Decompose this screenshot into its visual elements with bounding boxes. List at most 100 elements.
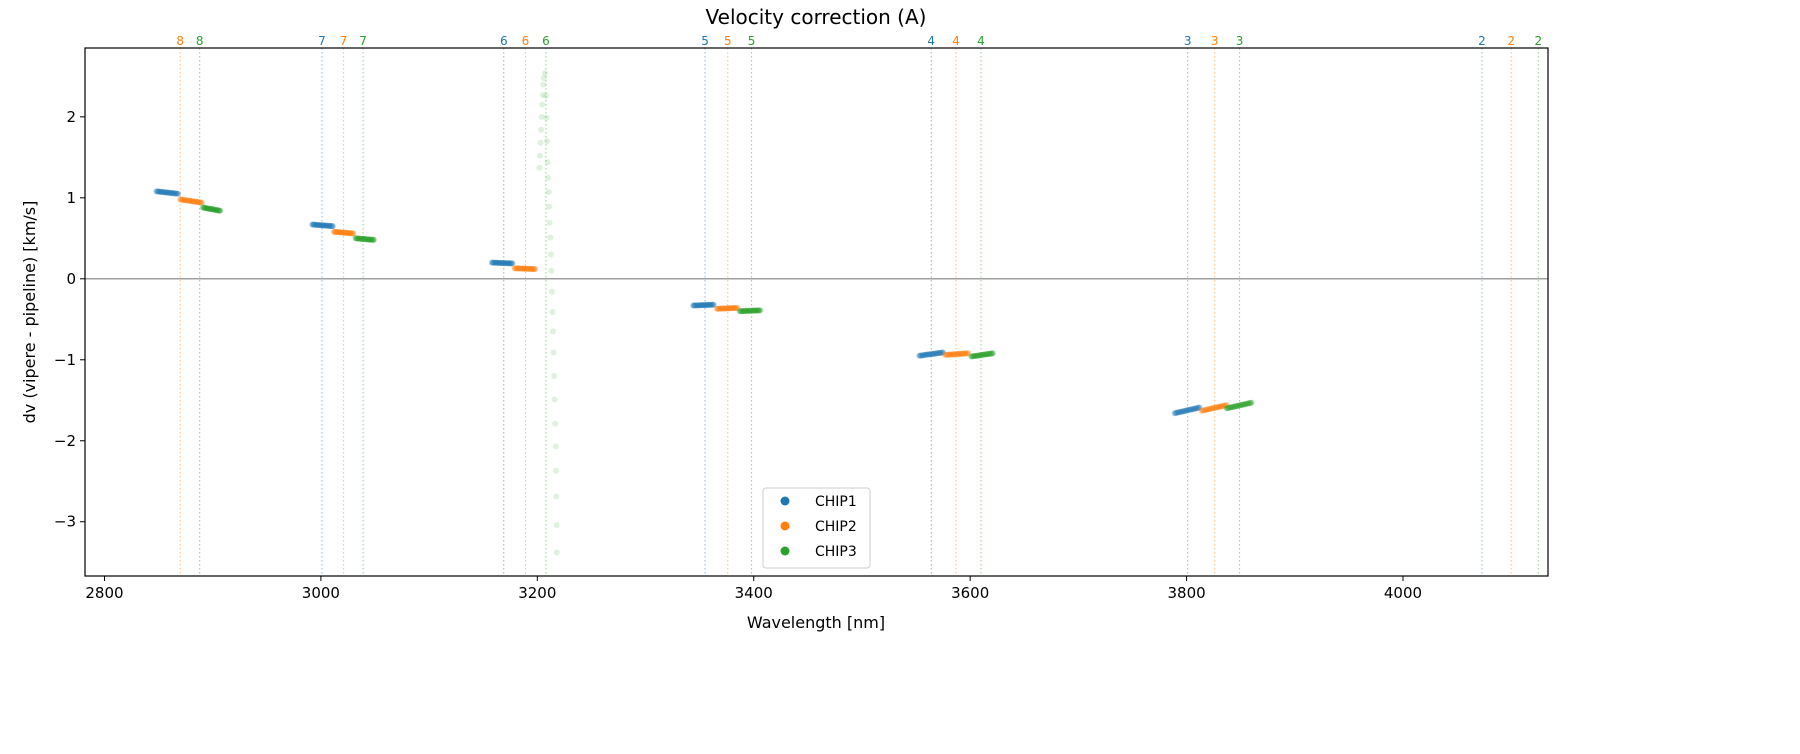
data-point xyxy=(732,305,739,312)
data-point xyxy=(532,266,539,273)
data-point xyxy=(919,352,926,359)
data-point xyxy=(1193,405,1200,412)
data-point xyxy=(531,266,538,273)
data-point xyxy=(935,350,942,357)
data-point xyxy=(1219,403,1226,410)
data-point xyxy=(939,349,946,356)
data-point xyxy=(1201,407,1208,414)
data-point xyxy=(948,351,955,358)
y-tick-label: 1 xyxy=(66,189,76,207)
x-tick-label: 4000 xyxy=(1384,584,1422,602)
data-point xyxy=(210,206,217,213)
data-point xyxy=(1217,403,1224,410)
data-point xyxy=(974,352,981,359)
data-point xyxy=(172,190,179,197)
data-point xyxy=(971,353,978,359)
data-point xyxy=(505,260,512,267)
data-point xyxy=(492,259,499,266)
data-point xyxy=(338,229,345,236)
data-point xyxy=(720,305,727,312)
data-point xyxy=(330,228,337,235)
data-point xyxy=(938,349,945,356)
data-point xyxy=(184,197,191,204)
data-point xyxy=(749,307,756,314)
data-point xyxy=(364,236,371,243)
data-point xyxy=(512,265,519,272)
data-point xyxy=(744,307,751,314)
data-point xyxy=(1218,403,1225,410)
data-point xyxy=(217,207,224,214)
data-point xyxy=(317,222,324,229)
data-point xyxy=(501,260,508,267)
order-label: 8 xyxy=(196,34,204,48)
data-point xyxy=(1185,407,1192,414)
data-point xyxy=(755,307,762,314)
legend-marker-chip1 xyxy=(780,496,790,506)
data-point xyxy=(529,265,536,272)
data-point xyxy=(515,265,522,272)
data-point xyxy=(957,350,964,357)
outlier-point xyxy=(553,493,560,500)
data-point xyxy=(724,305,731,312)
data-point xyxy=(368,236,375,243)
data-point xyxy=(507,260,514,267)
data-point xyxy=(367,236,374,243)
data-point xyxy=(511,265,518,272)
data-point xyxy=(1227,404,1234,411)
y-axis-label: dv (vipere - pipeline) [km/s] xyxy=(20,201,39,424)
outlier-point xyxy=(551,372,558,379)
y-tick-label: −3 xyxy=(54,513,76,531)
data-point xyxy=(700,302,707,309)
data-point xyxy=(706,301,713,308)
legend-label-chip1: CHIP1 xyxy=(815,494,857,510)
data-point xyxy=(1189,406,1196,413)
data-point xyxy=(207,206,214,213)
data-point xyxy=(970,353,977,360)
data-point xyxy=(493,259,500,266)
data-point xyxy=(1211,404,1218,411)
outlier-point xyxy=(539,101,546,108)
outlier-point xyxy=(536,164,543,171)
data-point xyxy=(332,228,339,235)
data-point xyxy=(739,308,746,315)
data-point xyxy=(499,260,506,267)
data-point xyxy=(987,350,994,357)
data-point xyxy=(1223,405,1230,412)
data-point xyxy=(745,307,752,314)
order-label: 7 xyxy=(359,34,367,48)
data-point xyxy=(316,222,323,229)
data-point xyxy=(1231,403,1238,410)
data-point xyxy=(363,236,370,243)
data-point xyxy=(331,228,338,235)
data-point xyxy=(358,235,365,242)
data-point xyxy=(347,230,354,237)
data-point xyxy=(918,352,925,359)
data-point xyxy=(320,222,327,229)
data-point xyxy=(917,352,924,359)
data-point xyxy=(1239,401,1246,408)
data-point xyxy=(179,196,186,203)
outlier-point xyxy=(553,467,560,474)
data-point xyxy=(336,229,343,236)
data-point xyxy=(1195,404,1202,411)
data-point xyxy=(1187,406,1194,413)
data-point xyxy=(980,351,987,358)
outlier-point xyxy=(550,328,557,335)
data-point xyxy=(753,307,760,314)
data-point xyxy=(737,308,744,315)
data-point xyxy=(751,307,758,314)
data-point xyxy=(1232,403,1239,410)
data-point xyxy=(525,265,532,272)
data-point xyxy=(1204,406,1211,413)
data-point xyxy=(690,302,697,309)
y-tick-label: 2 xyxy=(66,108,76,126)
data-point xyxy=(178,196,185,203)
data-point xyxy=(156,188,163,195)
data-point xyxy=(1182,407,1189,414)
outlier-point xyxy=(540,74,547,81)
data-point xyxy=(930,350,937,357)
data-point xyxy=(922,351,929,358)
x-tick-label: 3600 xyxy=(951,584,989,602)
data-point xyxy=(719,305,726,312)
data-point xyxy=(182,197,189,204)
